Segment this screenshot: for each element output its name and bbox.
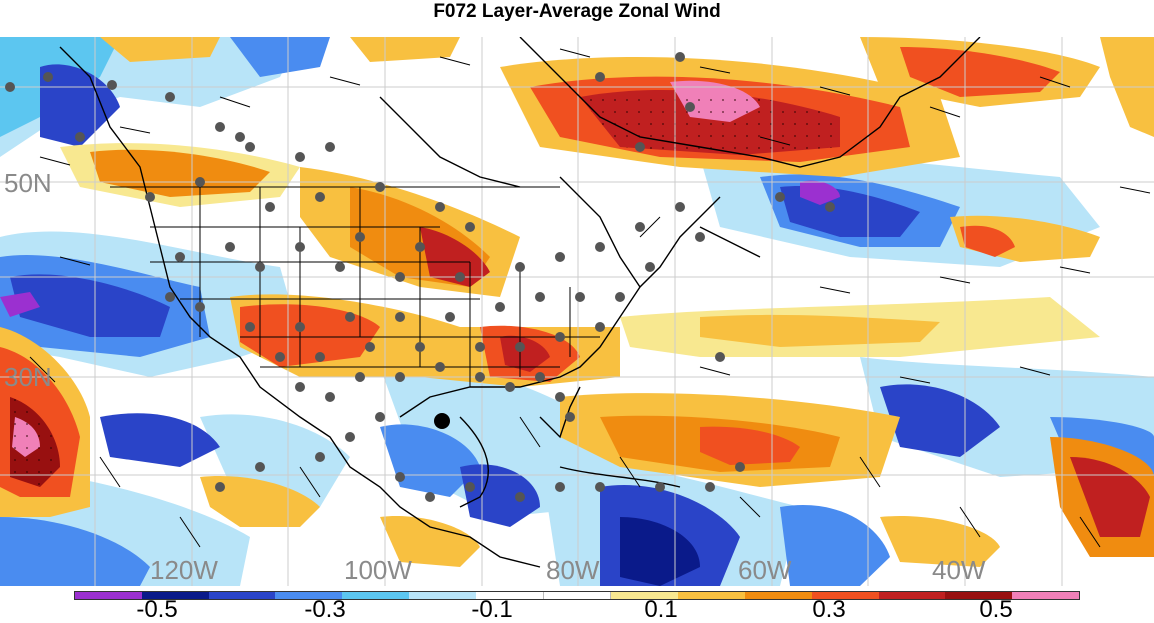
- lon-label-40w: 40W: [932, 555, 986, 585]
- colorbar-segment: [1012, 592, 1079, 599]
- colorbar-label: -0.5: [136, 596, 178, 623]
- colorbar-segment: [475, 592, 544, 599]
- colorbar-segment: [611, 592, 679, 599]
- colorbar-segment: [208, 592, 276, 599]
- wind-barbs: [29, 48, 1151, 548]
- colorbar-label: 0.3: [812, 596, 846, 623]
- lat-label-50n: 50N: [4, 168, 52, 198]
- colorbar-label: 0.5: [979, 596, 1013, 623]
- station-markers: [5, 52, 835, 502]
- target-marker: [434, 413, 450, 429]
- colorbar-segment: [811, 592, 879, 599]
- colorbar-label: -0.1: [471, 596, 513, 623]
- lon-label-80w: 80W: [546, 555, 600, 585]
- colorbar-label: 0.1: [644, 596, 678, 623]
- map-title: F072 Layer-Average Zonal Wind: [433, 1, 721, 22]
- colorbar-segment: [744, 592, 812, 599]
- wind-map: [0, 37, 1154, 586]
- colorbar-segment: [275, 592, 343, 599]
- grid-lines: [0, 37, 1154, 586]
- colorbar-segment: [543, 592, 612, 599]
- map-area: 50N 30N 120W 100W 80W 60W 40W: [0, 37, 1154, 586]
- colorbar: [74, 591, 1080, 600]
- lat-label-30n: 30N: [4, 362, 52, 392]
- lon-label-120w: 120W: [150, 555, 218, 585]
- colorbar-segment: [945, 592, 1013, 599]
- colorbar-label: -0.3: [304, 596, 346, 623]
- colorbar-segment: [141, 592, 209, 599]
- colorbar-segment: [408, 592, 476, 599]
- colorbar-labels: -0.5 -0.3 -0.1 0.1 0.3 0.5: [0, 598, 1154, 622]
- colorbar-segment: [342, 592, 409, 599]
- colorbar-segment: [75, 592, 142, 599]
- colorbar-segment: [878, 592, 946, 599]
- lon-label-60w: 60W: [738, 555, 792, 585]
- lon-label-100w: 100W: [344, 555, 412, 585]
- colorbar-segment: [678, 592, 745, 599]
